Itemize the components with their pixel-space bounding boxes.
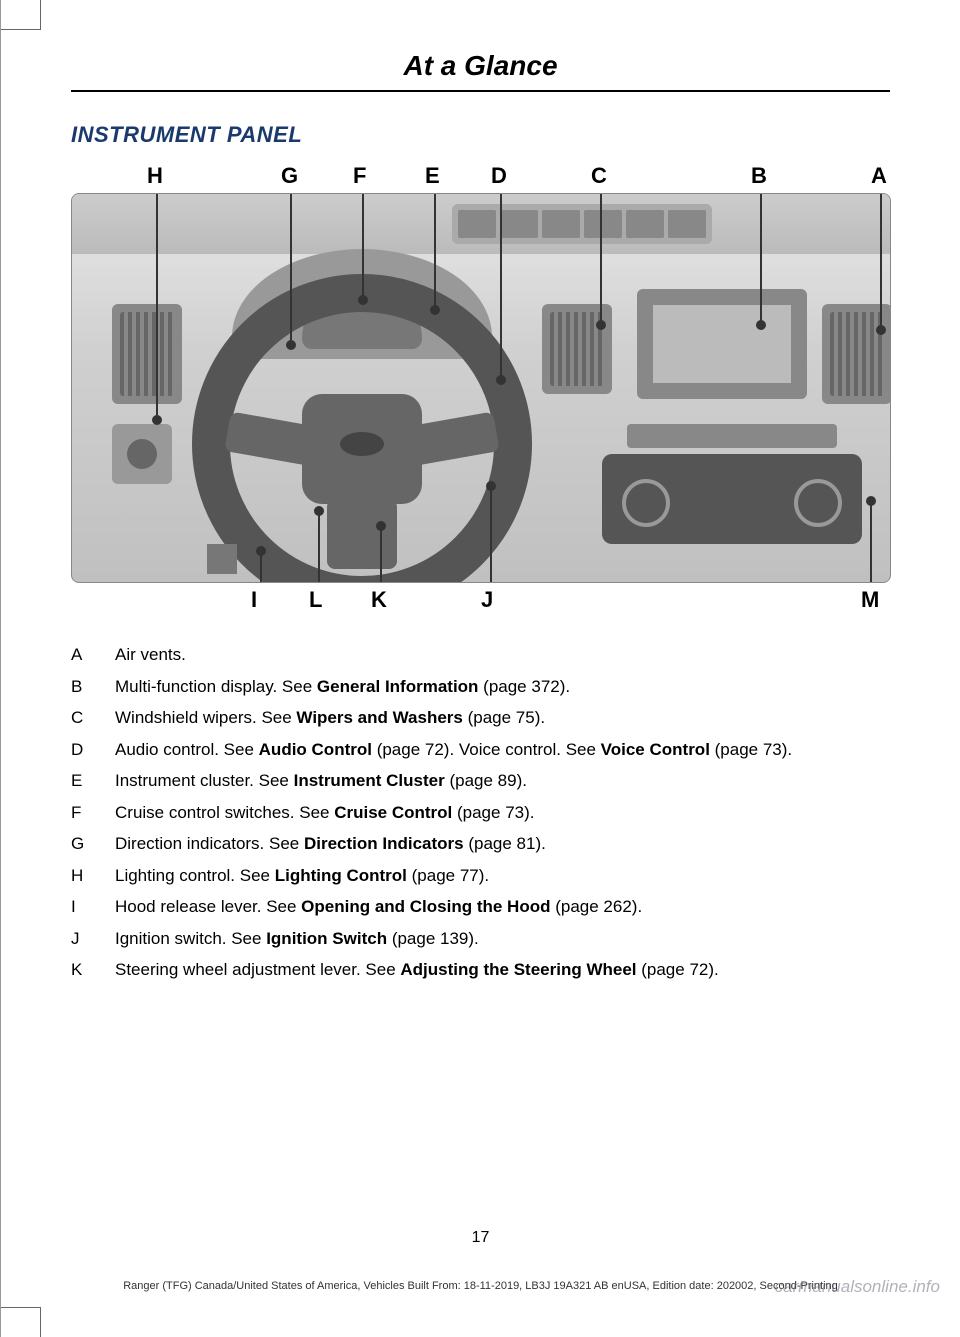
- watermark: carmanualsonline.info: [775, 1277, 940, 1297]
- legend-letter: J: [71, 926, 115, 952]
- callout-letter-L: L: [309, 587, 322, 613]
- callout-letter-D: D: [491, 163, 507, 189]
- legend-text: Instrument cluster. See Instrument Clust…: [115, 768, 890, 794]
- legend-row-F: FCruise control switches. See Cruise Con…: [71, 800, 890, 826]
- manual-page: At a Glance INSTRUMENT PANEL HGFEDCBA IL…: [0, 0, 960, 1337]
- legend-row-G: GDirection indicators. See Direction Ind…: [71, 831, 890, 857]
- legend-letter: B: [71, 674, 115, 700]
- legend-text: Ignition switch. See Ignition Switch (pa…: [115, 926, 890, 952]
- legend-text: Audio control. See Audio Control (page 7…: [115, 737, 890, 763]
- leader-line: [870, 502, 872, 582]
- legend-text: Cruise control switches. See Cruise Cont…: [115, 800, 890, 826]
- diagram-top-labels: HGFEDCBA: [71, 163, 891, 193]
- leader-line: [600, 194, 602, 324]
- callout-dot: [496, 375, 506, 385]
- hazard-strip: [627, 424, 837, 448]
- callout-dot: [866, 496, 876, 506]
- legend-letter: F: [71, 800, 115, 826]
- leader-line: [490, 487, 492, 582]
- legend-list: AAir vents.BMulti-function display. See …: [71, 642, 890, 983]
- legend-text: Lighting control. See Lighting Control (…: [115, 863, 890, 889]
- callout-dot: [430, 305, 440, 315]
- legend-row-I: IHood release lever. See Opening and Clo…: [71, 894, 890, 920]
- callout-dot: [876, 325, 886, 335]
- legend-row-B: BMulti-function display. See General Inf…: [71, 674, 890, 700]
- legend-letter: K: [71, 957, 115, 983]
- legend-row-E: EInstrument cluster. See Instrument Clus…: [71, 768, 890, 794]
- crop-mark: [1, 1307, 41, 1337]
- section-heading: INSTRUMENT PANEL: [71, 122, 890, 148]
- leader-line: [260, 552, 262, 582]
- legend-row-C: CWindshield wipers. See Wipers and Washe…: [71, 705, 890, 731]
- callout-letter-C: C: [591, 163, 607, 189]
- callout-dot: [152, 415, 162, 425]
- lighting-control-knob: [112, 424, 172, 484]
- page-number: 17: [1, 1229, 960, 1247]
- legend-row-K: KSteering wheel adjustment lever. See Ad…: [71, 957, 890, 983]
- legend-letter: I: [71, 894, 115, 920]
- legend-letter: E: [71, 768, 115, 794]
- legend-row-D: DAudio control. See Audio Control (page …: [71, 737, 890, 763]
- leader-line: [318, 512, 320, 582]
- callout-letter-J: J: [481, 587, 493, 613]
- legend-row-A: AAir vents.: [71, 642, 890, 668]
- legend-text: Direction indicators. See Direction Indi…: [115, 831, 890, 857]
- callout-dot: [358, 295, 368, 305]
- wheel-hub: [302, 394, 422, 504]
- leader-line: [156, 194, 158, 419]
- callout-dot: [486, 481, 496, 491]
- leader-line: [500, 194, 502, 379]
- multifunction-display: [637, 289, 807, 399]
- legend-letter: G: [71, 831, 115, 857]
- legend-letter: D: [71, 737, 115, 763]
- callout-letter-M: M: [861, 587, 879, 613]
- leader-line: [434, 194, 436, 309]
- callout-letter-G: G: [281, 163, 298, 189]
- callout-letter-K: K: [371, 587, 387, 613]
- mid-vent: [542, 304, 612, 394]
- callout-dot: [376, 521, 386, 531]
- callout-dot: [314, 506, 324, 516]
- legend-letter: H: [71, 863, 115, 889]
- legend-letter: A: [71, 642, 115, 668]
- legend-text: Windshield wipers. See Wipers and Washer…: [115, 705, 890, 731]
- callout-dot: [256, 546, 266, 556]
- side-vent-left: [112, 304, 182, 404]
- climate-panel: [602, 454, 862, 544]
- legend-row-H: HLighting control. See Lighting Control …: [71, 863, 890, 889]
- leader-line: [362, 194, 364, 299]
- chapter-title: At a Glance: [71, 50, 890, 92]
- legend-text: Multi-function display. See General Info…: [115, 674, 890, 700]
- crop-mark: [1, 0, 41, 30]
- footer-text: Ranger (TFG) Canada/United States of Ame…: [71, 1280, 890, 1292]
- legend-text: Air vents.: [115, 642, 890, 668]
- callout-letter-B: B: [751, 163, 767, 189]
- callout-dot: [286, 340, 296, 350]
- callout-letter-F: F: [353, 163, 366, 189]
- callout-dot: [596, 320, 606, 330]
- legend-letter: C: [71, 705, 115, 731]
- legend-row-J: JIgnition switch. See Ignition Switch (p…: [71, 926, 890, 952]
- instrument-panel-diagram: H G F E D C B A I L K J M: [71, 163, 891, 617]
- center-vent: [452, 204, 712, 244]
- dashboard-illustration: [71, 193, 891, 583]
- wheel-bottom-spoke: [327, 499, 397, 569]
- legend-text: Hood release lever. See Opening and Clos…: [115, 894, 890, 920]
- diagram-bottom-labels: ILKJM: [71, 587, 891, 617]
- callout-letter-E: E: [425, 163, 440, 189]
- callout-letter-A: A: [871, 163, 887, 189]
- leader-line: [880, 194, 882, 329]
- callout-dot: [756, 320, 766, 330]
- leader-line: [290, 194, 292, 344]
- hood-release: [207, 544, 237, 574]
- callout-letter-H: H: [147, 163, 163, 189]
- callout-letter-I: I: [251, 587, 257, 613]
- leader-line: [760, 194, 762, 324]
- legend-text: Steering wheel adjustment lever. See Adj…: [115, 957, 890, 983]
- leader-line: [380, 527, 382, 582]
